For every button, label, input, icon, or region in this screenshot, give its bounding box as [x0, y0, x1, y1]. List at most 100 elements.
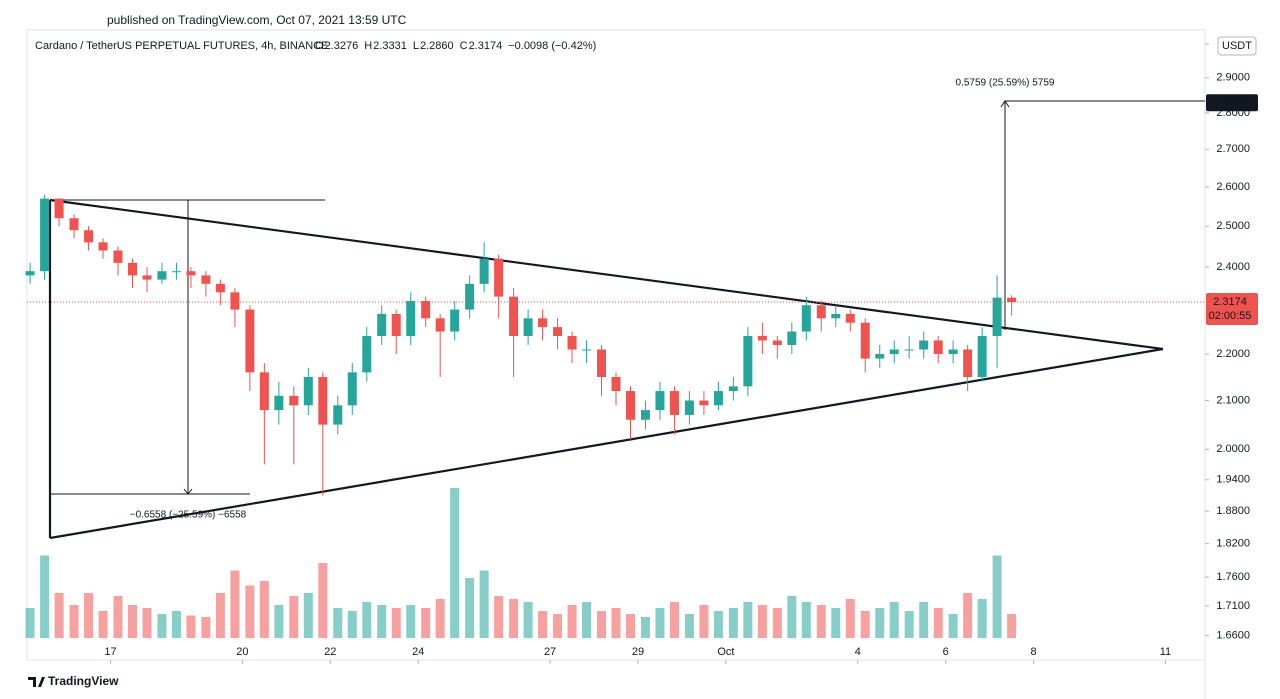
volume-bar — [494, 596, 504, 638]
volume-bar — [713, 611, 723, 638]
candle-body — [669, 391, 679, 415]
ohlc-value: 2.3276 — [325, 40, 359, 52]
currency-box — [1217, 36, 1257, 56]
candle-body — [362, 336, 372, 373]
candle-body — [347, 372, 357, 406]
y-tick-label: 1.7600 — [1216, 571, 1250, 583]
volume-bar — [611, 608, 621, 638]
candle-body — [450, 309, 460, 332]
volume-bar — [757, 605, 767, 638]
candle-body — [728, 386, 738, 392]
candle-body — [655, 391, 665, 411]
lower-trendline — [49, 347, 1164, 540]
candle-body — [757, 336, 767, 341]
y-tick-label: 2.4000 — [1216, 261, 1250, 273]
volume-bar — [553, 614, 563, 638]
candle-body — [259, 372, 269, 411]
volume-bar — [171, 611, 181, 638]
volume-bar — [142, 608, 152, 638]
x-tick-label: 4 — [855, 646, 861, 658]
candle-body — [860, 322, 870, 359]
candle-body — [919, 340, 929, 350]
candle-body — [1007, 297, 1017, 303]
volume-bar — [919, 602, 929, 638]
brand: TradingView — [28, 674, 119, 688]
x-tick-label: 6 — [943, 646, 949, 658]
candle-body — [875, 354, 885, 359]
volume-bar — [875, 608, 885, 638]
candle-body — [889, 349, 899, 355]
y-tick-label: 1.8200 — [1216, 538, 1250, 550]
candle-body — [318, 377, 328, 425]
volume-bar — [25, 608, 35, 638]
volume-bar — [860, 611, 870, 638]
volume-bar — [626, 614, 636, 638]
candle-body — [684, 400, 694, 415]
candle-body — [113, 250, 123, 263]
volume-bar — [728, 608, 738, 638]
volume-bar — [289, 596, 299, 638]
candle-body — [215, 283, 225, 293]
plot-frame — [26, 29, 1206, 661]
volume-bar — [69, 605, 79, 638]
volume-bar — [435, 599, 445, 638]
volume-bar — [465, 578, 475, 638]
candle-body — [567, 336, 577, 350]
x-tick-label: 22 — [324, 646, 336, 658]
x-tick-label: 29 — [632, 646, 644, 658]
volume-bar — [259, 581, 269, 638]
ohlc-label: H — [364, 40, 372, 52]
volume-bar — [684, 614, 694, 638]
candle-body — [948, 349, 958, 355]
candle-body — [640, 410, 650, 420]
candle-body — [98, 242, 108, 251]
volume-bar — [362, 602, 372, 638]
candle-body — [274, 395, 284, 411]
candle-body — [69, 218, 79, 231]
volume-bar — [699, 605, 709, 638]
volume-bar — [421, 608, 431, 638]
x-tick-label: 20 — [236, 646, 248, 658]
volume-bar — [98, 611, 108, 638]
volume-bar — [640, 617, 650, 638]
candle-body — [713, 391, 723, 406]
volume-bar — [347, 611, 357, 638]
ohlc-label: O — [315, 40, 324, 52]
volume-bar — [596, 611, 606, 638]
volume-bar — [567, 605, 577, 638]
candle-body — [553, 327, 563, 337]
brand-logo — [28, 677, 45, 687]
candle-body — [127, 262, 137, 276]
candle-body — [963, 349, 973, 378]
y-tick-label: 2.1000 — [1216, 394, 1250, 406]
drawings: 0.5759 (25.59%) 5759 −0.6558 (−25.59%) −… — [48, 78, 1205, 540]
volume-bar — [787, 596, 797, 638]
candle-body — [435, 318, 445, 332]
candle-body — [377, 313, 387, 337]
volume-bar — [743, 602, 753, 638]
brand-name: TradingView — [48, 674, 119, 688]
volume-bar — [948, 614, 958, 638]
x-tick-label: 27 — [544, 646, 556, 658]
ohlc-label: L — [413, 40, 419, 52]
candle-body — [245, 309, 255, 373]
candle-body — [992, 297, 1002, 337]
volume-bar — [1007, 614, 1017, 638]
candle-body — [201, 275, 211, 284]
candle-body — [84, 230, 94, 243]
volume-bar — [582, 602, 592, 638]
arrow-head — [183, 488, 193, 495]
candle-body — [611, 377, 621, 392]
candle-body — [171, 271, 181, 273]
candle-body — [787, 331, 797, 345]
volume-bar — [963, 593, 973, 638]
volume-bar — [377, 605, 387, 638]
x-tick-label: 17 — [104, 646, 116, 658]
volume-bar — [333, 608, 343, 638]
volume-bar — [509, 599, 519, 638]
range-annotation: −0.6558 (−25.59%) −6558 — [130, 510, 247, 521]
volume-bar — [889, 602, 899, 638]
candle-body — [816, 305, 826, 319]
volume-bar — [318, 563, 328, 638]
